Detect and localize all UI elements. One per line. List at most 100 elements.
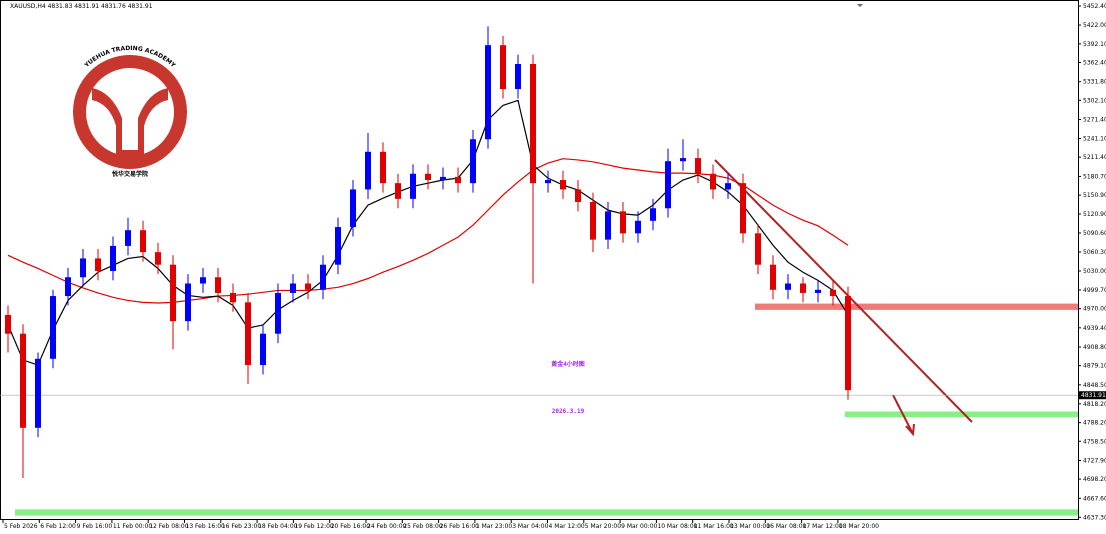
candle-body	[305, 283, 311, 290]
y-tick-label: 4698.20	[1083, 476, 1106, 483]
x-tick-label: 26 Feb 16:00	[440, 523, 480, 530]
y-tick-label: 5150.90	[1083, 192, 1106, 199]
candle-body	[35, 358, 41, 428]
plot-frame	[0, 0, 1079, 520]
x-tick-label: 18 Feb 04:00	[258, 523, 298, 530]
candle-body	[125, 230, 131, 246]
x-tick-label: 9 Feb 16:00	[77, 523, 113, 530]
logo-inner	[86, 68, 174, 156]
zone	[845, 411, 1078, 418]
candle-body	[185, 283, 191, 322]
x-tick-label: 24 Feb 00:00	[367, 523, 407, 530]
candle-body	[440, 176, 446, 181]
x-tick-label: 1 Mar 23:00	[476, 523, 512, 530]
candle-body	[110, 245, 116, 271]
y-tick-label: 5090.60	[1083, 230, 1106, 237]
candle-body	[290, 283, 296, 293]
y-tick-label: 5271.40	[1083, 117, 1106, 124]
candle-body	[605, 211, 611, 240]
candle-body	[275, 292, 281, 334]
y-tick-label: 5331.80	[1083, 79, 1106, 86]
y-tick-label: 5302.10	[1083, 97, 1106, 104]
candle-body	[785, 283, 791, 290]
logo-cn: 悦华交易学院	[112, 170, 148, 178]
candle-body	[590, 201, 596, 240]
trend-line	[714, 159, 973, 423]
y-tick-label: 4727.90	[1083, 457, 1106, 464]
y-tick-label: 4788.20	[1083, 420, 1106, 427]
moving-average	[7, 158, 849, 304]
candle-body	[215, 277, 221, 293]
dropdown-icon	[857, 4, 863, 7]
candle-body	[635, 220, 641, 234]
candle-body	[830, 289, 836, 297]
x-tick-label: 16 Mar 08:00	[766, 523, 806, 530]
y-tick-label: 5060.30	[1083, 249, 1106, 256]
candle-body	[365, 151, 371, 190]
x-tick-label: 13 Mar 00:00	[730, 523, 770, 530]
candle-body	[335, 227, 341, 265]
x-tick-label: 4 Mar 12:00	[549, 523, 585, 530]
y-tick-label: 4970.00	[1083, 306, 1106, 313]
x-tick-label: 16 Feb 23:00	[222, 523, 262, 530]
candle-body	[380, 151, 386, 184]
y-tick-label: 4637.30	[1083, 514, 1106, 521]
y-tick-label: 5392.10	[1083, 41, 1106, 48]
candle-body	[170, 264, 176, 322]
candle-body	[200, 277, 206, 284]
y-tick-label: 5120.90	[1083, 211, 1106, 218]
candle-body	[500, 45, 506, 90]
x-tick-label: 18 Mar 20:00	[839, 523, 879, 530]
candle-body	[620, 211, 626, 234]
candle-body	[725, 183, 731, 190]
zone	[15, 509, 1078, 516]
candle-body	[320, 264, 326, 290]
candle-body	[710, 173, 716, 190]
candle-body	[560, 180, 566, 190]
candle-body	[395, 183, 401, 199]
x-tick-label: 17 Mar 12:00	[803, 523, 843, 530]
y-tick-label: 5422.00	[1083, 22, 1106, 29]
x-tick-label: 3 Mar 04:00	[512, 523, 548, 530]
candle-body	[425, 173, 431, 181]
y-tick-label: 4758.50	[1083, 438, 1106, 445]
x-tick-label: 10 Mar 08:00	[657, 523, 697, 530]
x-tick-label: 25 Feb 08:00	[403, 523, 443, 530]
candle-body	[755, 233, 761, 265]
y-tick-label: 5030.00	[1083, 268, 1106, 275]
trend-arrow-head	[905, 423, 915, 437]
y-tick-label: 5362.40	[1083, 59, 1106, 66]
candle-body	[140, 230, 146, 253]
candle-body	[155, 252, 161, 265]
candle-body	[95, 258, 101, 271]
candle-body	[515, 63, 521, 90]
last-price-label: 4831.91	[1081, 392, 1106, 399]
y-tick-label: 5180.70	[1083, 173, 1106, 180]
x-tick-label: 12 Feb 08:00	[149, 523, 189, 530]
candle-body	[410, 173, 416, 199]
candle-body	[50, 296, 56, 359]
trend-arrow	[892, 394, 913, 433]
y-tick-label: 4818.20	[1083, 401, 1106, 408]
last-price-box	[1078, 391, 1106, 400]
candle-body	[80, 258, 86, 278]
y-tick-label: 4879.10	[1083, 363, 1106, 370]
y-tick-label: 4939.40	[1083, 325, 1106, 332]
y-tick-label: 4908.80	[1083, 344, 1106, 351]
logo: YUEHUA TRADING ACADEMY 悦华交易学院	[73, 45, 187, 178]
candle-body	[350, 189, 356, 228]
candle-body	[845, 296, 851, 391]
candle-body	[230, 292, 236, 303]
y-tick-label: 4848.50	[1083, 382, 1106, 389]
x-tick-label: 19 Feb 12:00	[294, 523, 334, 530]
y-tick-label: 4667.60	[1083, 495, 1106, 502]
candle-body	[770, 264, 776, 290]
candle-body	[650, 208, 656, 221]
x-tick-label: 20 Feb 16:00	[331, 523, 371, 530]
candle-body	[695, 158, 701, 174]
y-tick-label: 5241.10	[1083, 136, 1106, 143]
x-tick-label: 5 Mar 20:00	[585, 523, 621, 530]
candle-body	[245, 302, 251, 366]
candle-body	[470, 139, 476, 184]
